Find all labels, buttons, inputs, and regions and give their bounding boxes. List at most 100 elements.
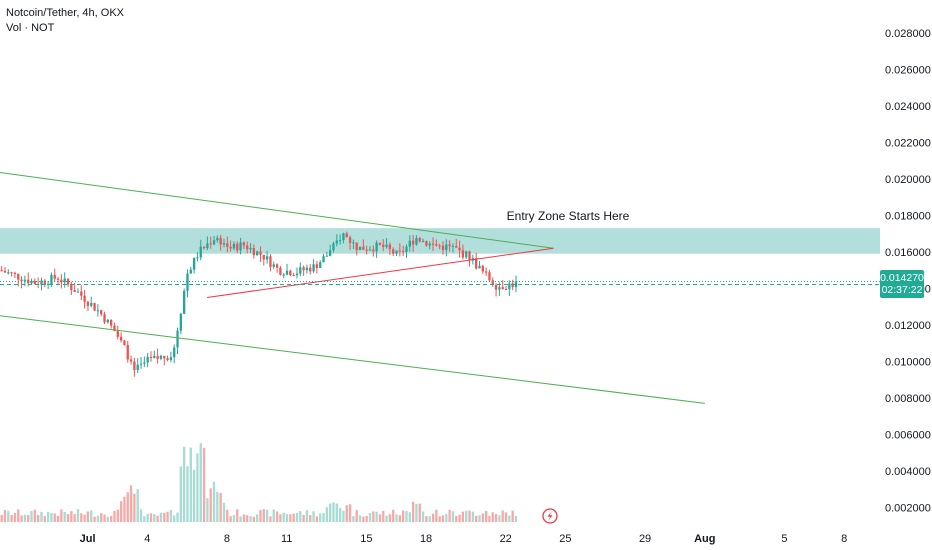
- candle-body: [345, 233, 348, 238]
- candle-body: [23, 279, 27, 282]
- candle-body: [80, 291, 83, 296]
- candle-body: [514, 281, 518, 288]
- volume-bar: [163, 512, 166, 522]
- y-tick-label: 0.004000: [885, 466, 931, 478]
- candle-body: [146, 356, 149, 363]
- volume-bar: [368, 513, 372, 522]
- candle-body: [262, 254, 265, 260]
- volume-bar: [216, 491, 219, 522]
- candle-body: [176, 330, 179, 348]
- candle-body: [478, 265, 481, 269]
- volume-bar: [23, 514, 27, 522]
- volume-bar: [305, 510, 309, 522]
- y-tick-label: 0.010000: [885, 356, 931, 368]
- y-tick-label: 0.006000: [885, 429, 931, 441]
- volume-bar: [63, 511, 66, 522]
- candle-body: [133, 361, 136, 371]
- volume-bar: [10, 515, 13, 522]
- candle-body: [451, 246, 455, 248]
- candle-body: [352, 242, 355, 244]
- volume-bar: [0, 514, 3, 522]
- volume-bar: [382, 510, 385, 522]
- x-axis[interactable]: Jul 4 8 11 15 18 22 25 29 Aug 5 8: [80, 533, 848, 545]
- candle-body: [129, 359, 133, 362]
- candle-body: [179, 313, 183, 331]
- candle-body: [143, 362, 146, 364]
- volume-bar: [272, 509, 275, 522]
- volume-bar: [83, 514, 86, 522]
- volume-bar: [222, 502, 226, 522]
- candle-body: [189, 269, 192, 274]
- candle-body: [93, 303, 96, 311]
- candle-body: [153, 355, 156, 359]
- candle-body: [83, 295, 86, 302]
- candle-body: [116, 331, 119, 337]
- candle-body: [498, 287, 501, 290]
- replay-icon[interactable]: [542, 508, 558, 524]
- volume-bar: [116, 509, 119, 522]
- volume-bar: [252, 516, 256, 522]
- candle-body: [295, 273, 299, 276]
- volume-legend[interactable]: Vol · NOT: [6, 22, 55, 34]
- volume-bar: [110, 516, 113, 522]
- x-tick-label: 5: [781, 533, 787, 545]
- candle-body: [156, 355, 159, 359]
- trendlines[interactable]: [0, 171, 705, 404]
- volume-bar: [179, 466, 183, 522]
- volume-bar: [86, 511, 90, 522]
- candle-body: [229, 246, 232, 249]
- candle-body: [511, 283, 514, 288]
- candle-body: [305, 267, 309, 271]
- candle-body: [110, 319, 113, 326]
- volume-bar: [202, 447, 206, 522]
- candle-body: [319, 262, 322, 268]
- candle-body: [252, 247, 256, 256]
- volume-bar: [242, 514, 246, 522]
- volume-bar: [279, 514, 282, 522]
- volume-bar: [415, 503, 418, 522]
- candle-body: [123, 340, 126, 346]
- candle-body: [415, 237, 418, 245]
- y-tick-label: 0.026000: [885, 64, 931, 76]
- volume-bar: [448, 509, 451, 522]
- candle-body: [504, 289, 508, 291]
- volume-bar: [504, 512, 508, 522]
- candle-body: [10, 272, 13, 274]
- candle-body: [246, 245, 249, 250]
- candle-body: [329, 250, 332, 256]
- candle-body: [20, 279, 23, 282]
- candle-body: [199, 246, 202, 258]
- volume-bar: [378, 514, 382, 522]
- candle-body: [372, 249, 375, 252]
- candle-body: [202, 246, 206, 249]
- volume-bar: [431, 513, 435, 522]
- volume-bar: [392, 509, 395, 522]
- candle-body: [100, 310, 103, 315]
- volume-bar: [73, 514, 76, 522]
- bar-countdown: 02:37:22: [881, 284, 923, 296]
- volume-bar: [136, 489, 139, 522]
- volume-bar: [232, 514, 236, 522]
- volume-bar: [256, 514, 259, 522]
- candle-body: [302, 267, 305, 271]
- volume-bar: [342, 510, 345, 522]
- candle-body: [395, 250, 398, 254]
- candle-body: [76, 291, 80, 293]
- candle-body: [206, 243, 209, 249]
- candle-body: [468, 251, 471, 261]
- volume-bar: [36, 515, 40, 522]
- volume-bar: [269, 516, 272, 522]
- candle-body: [265, 256, 269, 260]
- volume-bar: [3, 510, 7, 522]
- volume-bar: [461, 511, 465, 522]
- trendline-green: [0, 171, 554, 249]
- volume-bar: [501, 510, 504, 522]
- volume-bar: [176, 512, 179, 522]
- volume-bar: [511, 510, 514, 522]
- volume-bar: [445, 514, 448, 522]
- volume-bar: [159, 512, 163, 522]
- trendline-red: [206, 247, 554, 298]
- candle-body: [315, 264, 319, 268]
- symbol-title[interactable]: Notcoin/Tether, 4h, OKX: [6, 7, 125, 19]
